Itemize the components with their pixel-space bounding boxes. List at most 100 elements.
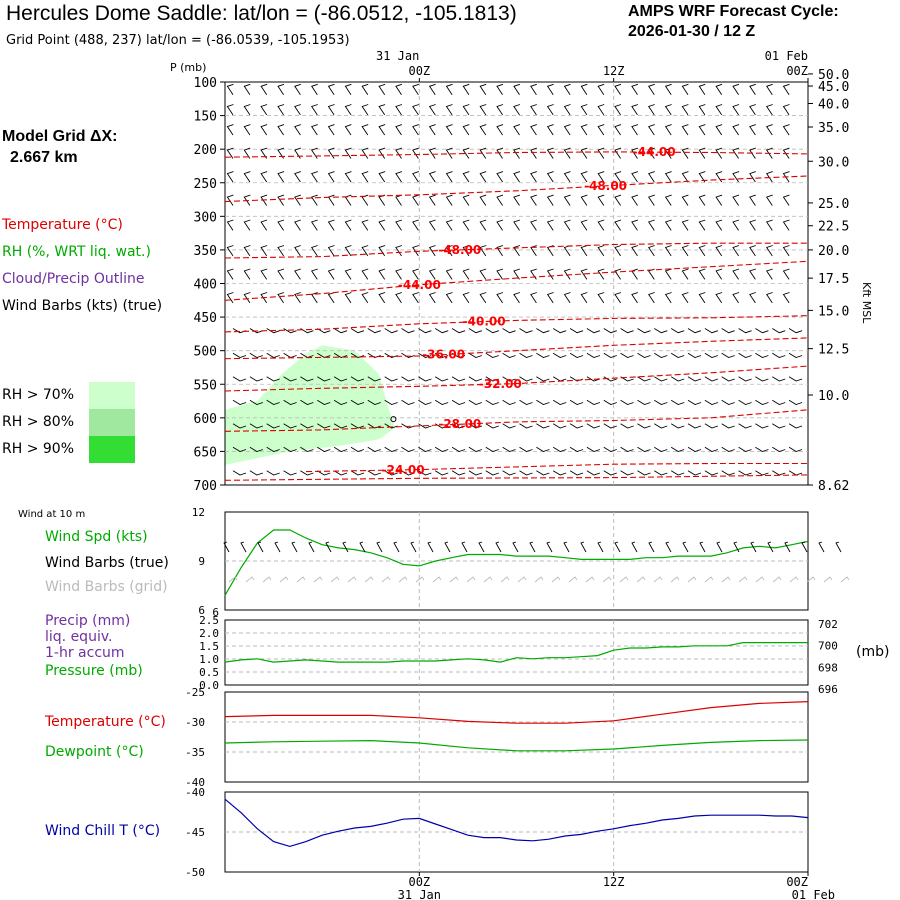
wind-barb (580, 171, 588, 183)
wind-barb (580, 268, 588, 280)
wind-barb (620, 446, 634, 452)
wind-barb (412, 194, 419, 206)
surface-grid-barb (381, 576, 391, 583)
wind-tick-label: 6 (198, 604, 205, 617)
wind-barb (344, 124, 352, 136)
surface-grid-barb (755, 576, 765, 583)
isotherm-label: -36.00 (422, 348, 465, 362)
wind-barb (226, 83, 234, 95)
isotherm-label: -48.00 (438, 243, 481, 257)
wind-barb (479, 245, 487, 257)
wind-barb (603, 446, 617, 452)
isotherm-line (224, 409, 809, 432)
wind-barb (569, 423, 584, 429)
wind-barb (715, 83, 723, 95)
wind-barb (232, 352, 247, 358)
wind-barb (597, 268, 605, 280)
wind-barb (462, 219, 470, 231)
wind-barb (445, 104, 453, 116)
wind-barb (378, 268, 386, 280)
wind-barb (513, 194, 521, 206)
surface-wind-barb (767, 541, 774, 553)
wind-barb (479, 124, 487, 136)
wind-barb (243, 83, 251, 95)
wind-barb (755, 328, 769, 334)
wind-barb (260, 83, 268, 95)
wind-barb (654, 376, 668, 382)
wind-barb (732, 194, 740, 206)
wind-barb (664, 292, 672, 304)
wind-barb (412, 83, 419, 95)
wind-barb (462, 104, 470, 116)
wind-tick-label: 12 (192, 506, 205, 519)
surface-wind-barb (529, 541, 536, 553)
wind-barb (552, 376, 567, 382)
model-grid-label: Model Grid ΔX: (2, 128, 118, 145)
kft-tick-label: 10.0 (818, 389, 849, 404)
wind-barb (749, 292, 756, 304)
wind-barb (367, 399, 381, 405)
wind-barb (468, 446, 483, 452)
wind-barb (361, 268, 369, 280)
wind-barb (226, 245, 234, 257)
wind-at-10m: Wind at 10 m (18, 509, 86, 520)
wind-barb (647, 245, 655, 257)
wind-barb (749, 124, 756, 136)
wind-barb (715, 292, 723, 304)
wind-barb (772, 352, 786, 358)
wind-barb (765, 219, 773, 231)
wind-barb (586, 423, 601, 429)
wind-barb (670, 328, 685, 334)
wind-barb (277, 268, 285, 280)
wind-barb (704, 352, 719, 358)
wind-barb (765, 292, 773, 304)
pressure-tick-label-right: 700 (818, 640, 838, 653)
wind-barb (502, 352, 516, 358)
wind-barb (715, 147, 723, 159)
wind-barb (513, 292, 521, 304)
legend-temperature-surface: Temperature (°C) (45, 714, 166, 730)
wind-barb (637, 376, 651, 382)
wind-barb (317, 470, 331, 476)
wind-barb (384, 328, 398, 334)
pressure-tick-label-right: 696 (818, 683, 838, 696)
wind-barb (603, 352, 617, 358)
wind-barb (412, 219, 419, 231)
pressure-tick-label: 100 (194, 76, 217, 91)
wind-barb (300, 470, 314, 476)
wind-barb (249, 328, 264, 334)
wind-barb (361, 171, 369, 183)
surface-wind-barb (257, 541, 264, 553)
wind-barb (681, 219, 689, 231)
wind-barb (310, 245, 318, 257)
wind-barb (260, 292, 268, 304)
wind-barb (552, 328, 567, 334)
surface-wind-barb (716, 541, 723, 553)
pressure-unit: (mb) (856, 644, 890, 660)
wind-barb (226, 104, 234, 116)
wind-barb (631, 124, 639, 136)
surface-grid-barb (466, 576, 476, 583)
wind-barb (327, 104, 335, 116)
wind-barb (749, 83, 756, 95)
wind-barb (637, 446, 651, 452)
dewpoint-line (224, 739, 809, 752)
windchill-tick-label: -45 (185, 826, 205, 839)
wind-barb (401, 328, 415, 334)
wind-barb (755, 470, 769, 476)
wind-barb (418, 352, 432, 358)
wind-barb (327, 171, 335, 183)
wind-barb (782, 194, 790, 206)
wind-barb (586, 470, 601, 476)
wind-barb (670, 446, 685, 452)
kft-tick-label: 50.0 (818, 68, 849, 83)
surface-grid-barb (398, 576, 408, 583)
wind-barb (536, 399, 550, 405)
wind-barb (260, 219, 268, 231)
wind-barb (226, 268, 234, 280)
wind-barb (479, 219, 487, 231)
wind-barb (344, 219, 352, 231)
wind-barb (232, 423, 247, 429)
wind-barb (344, 83, 352, 95)
grid-point-label: Grid Point (488, 237) lat/lon = (-86.053… (6, 33, 350, 48)
